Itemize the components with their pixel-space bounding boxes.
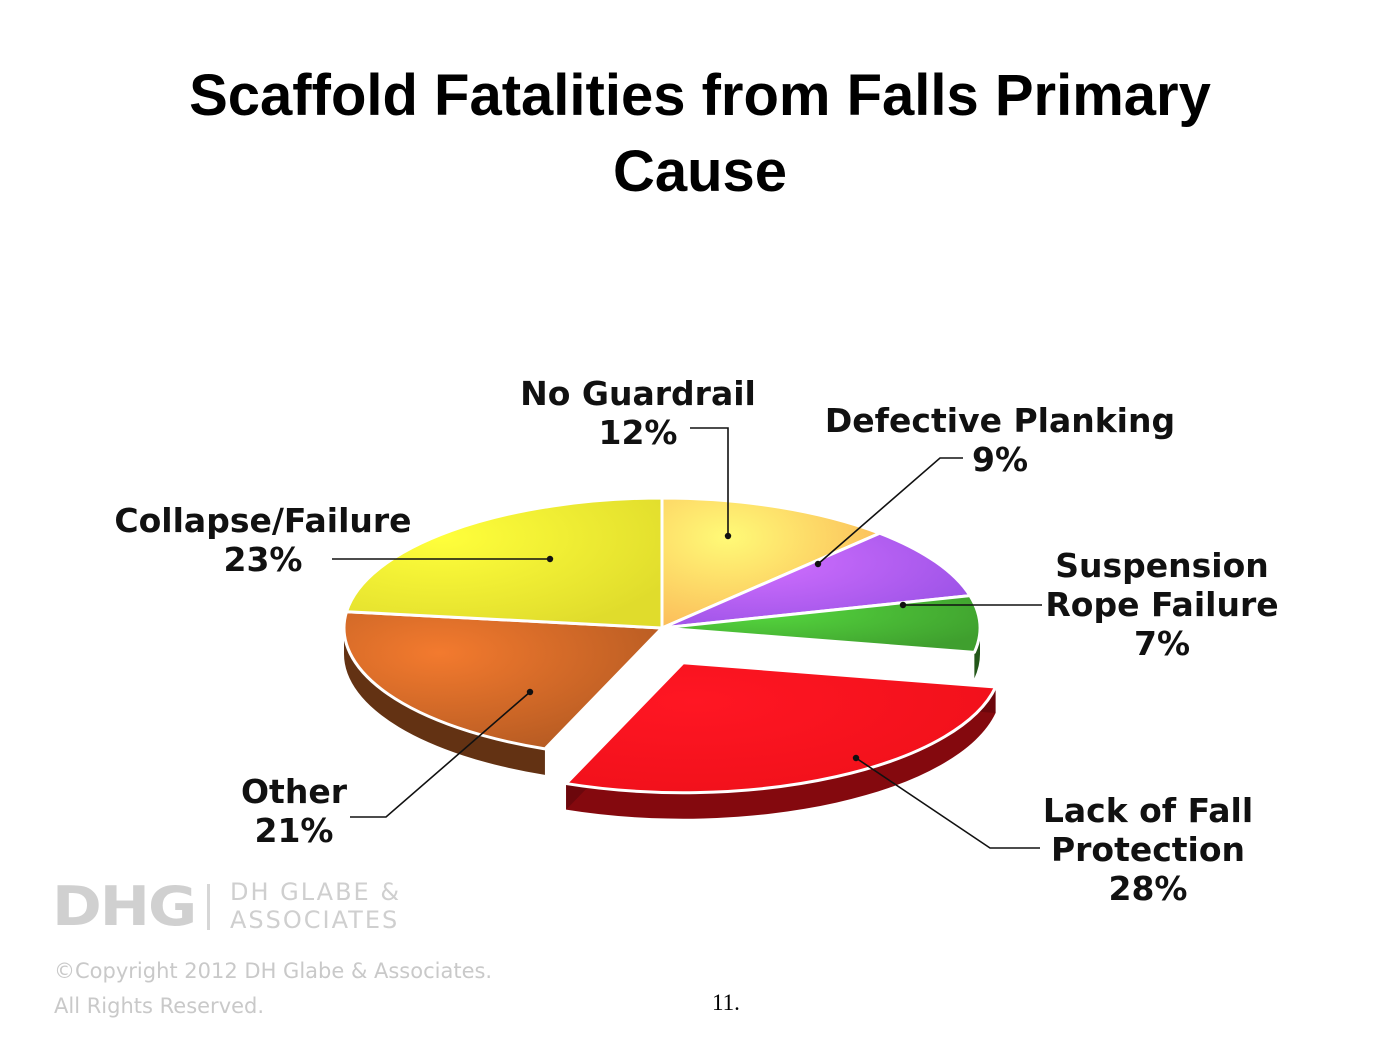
- pie-slice: [345, 496, 664, 630]
- slice-label-line: Protection: [1051, 830, 1245, 869]
- leader-line: [817, 457, 963, 565]
- page-number: 11.: [712, 990, 740, 1015]
- leader-line: [350, 691, 531, 818]
- slice-label-line: Defective Planking: [825, 401, 1175, 440]
- pie-slice: [564, 661, 998, 795]
- leader-dot: [814, 560, 822, 568]
- slice-label-line: Suspension: [1055, 546, 1269, 585]
- slice-label-line: Other: [241, 772, 348, 811]
- slide-title: Scaffold Fatalities from Falls Primary C…: [0, 58, 1400, 210]
- logo-divider: [207, 884, 210, 930]
- leader-dot: [852, 754, 860, 762]
- slice-label-line: 23%: [224, 540, 303, 579]
- pie-top-faces: [342, 496, 998, 795]
- copyright-notice: ©Copyright 2012 DH Glabe & Associates. A…: [54, 954, 492, 1024]
- copyright-line-2: All Rights Reserved.: [54, 994, 265, 1018]
- pie-slice: [660, 594, 982, 654]
- pie-slice: [342, 610, 664, 751]
- leader-dot: [724, 532, 732, 540]
- leader-dot: [899, 601, 907, 609]
- slice-label: No Guardrail 12%: [520, 374, 756, 452]
- slice-label-line: Rope Failure: [1045, 585, 1278, 624]
- slice-label-line: 21%: [255, 811, 334, 850]
- slice-label: Other 21%: [241, 772, 348, 850]
- slice-label: Collapse/Failure 23%: [114, 501, 411, 579]
- slice-label: Suspension Rope Failure 7%: [1045, 546, 1278, 663]
- slice-label-line: 12%: [599, 413, 678, 452]
- leader-dot: [546, 555, 554, 563]
- slice-label-line: 9%: [972, 440, 1028, 479]
- slice-label: Lack of Fall Protection 28%: [1043, 791, 1253, 908]
- slide-title-line-2: Cause: [612, 139, 788, 204]
- slice-label-line: 7%: [1134, 624, 1190, 663]
- pie-labels: No Guardrail 12% Defective Planking 9% Suspe…: [114, 374, 1278, 908]
- pie-slice-side: [566, 687, 996, 819]
- slice-label-line: Collapse/Failure: [114, 501, 411, 540]
- pie-slice: [660, 531, 972, 630]
- dhg-logo-mark: DHG: [52, 875, 197, 939]
- slide-title-line-1: Scaffold Fatalities from Falls Primary: [189, 63, 1211, 128]
- slice-label-line: 28%: [1109, 869, 1188, 908]
- leader-line: [855, 757, 1040, 849]
- company-name: DH GLABE & ASSOCIATES: [230, 878, 401, 934]
- copyright-line-1: ©Copyright 2012 DH Glabe & Associates.: [54, 959, 493, 983]
- company-name-line-2: ASSOCIATES: [230, 906, 400, 934]
- leader-line: [690, 427, 729, 536]
- pie-slice: [660, 496, 882, 630]
- pie-slice-side: [344, 628, 545, 775]
- slice-label-line: Lack of Fall: [1043, 791, 1253, 830]
- slice-label: Defective Planking 9%: [825, 401, 1175, 479]
- slice-label-line: No Guardrail: [520, 374, 756, 413]
- leader-dot: [526, 688, 534, 696]
- company-name-line-1: DH GLABE &: [230, 878, 402, 906]
